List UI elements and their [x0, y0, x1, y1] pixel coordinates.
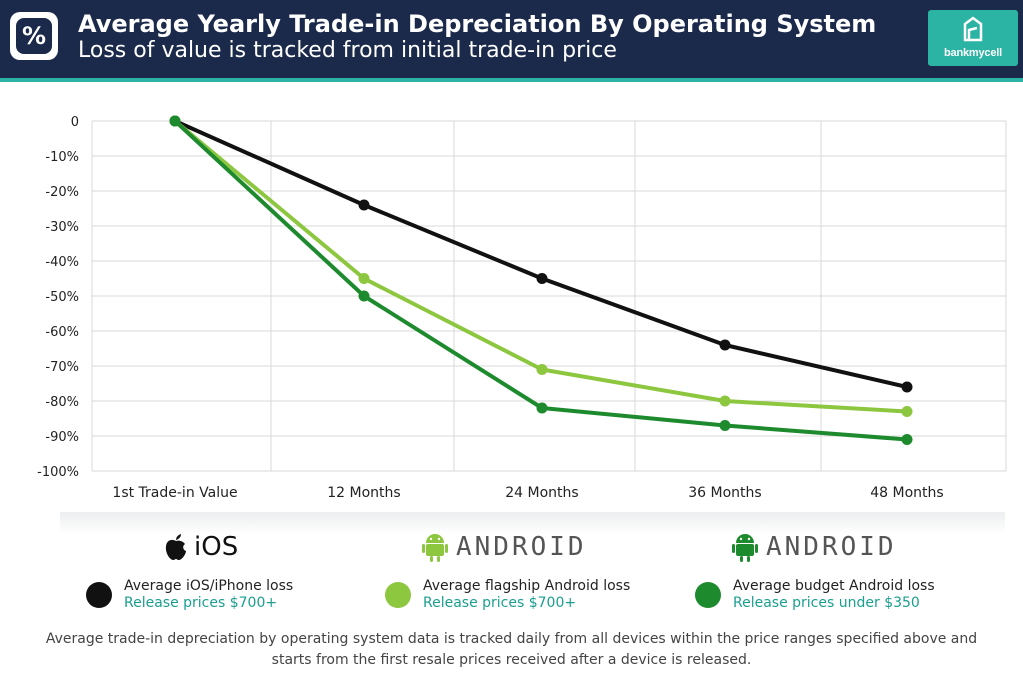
y-tick-label: -10%: [45, 150, 79, 165]
legend-dot: [695, 582, 721, 608]
data-point-series-1: [358, 199, 370, 211]
y-tick-label: -90%: [45, 430, 79, 445]
y-tick-label: -30%: [45, 220, 79, 235]
data-point-series-1: [719, 339, 731, 351]
series-line-1: [173, 119, 909, 389]
brand-name: bankmycell: [944, 47, 1002, 59]
platform-android-budget: ANDROID: [732, 530, 897, 564]
data-point-series-2: [358, 273, 370, 284]
data-point-series-3: [169, 115, 181, 127]
legend-dot: [86, 582, 112, 608]
y-tick-label: 0: [71, 115, 79, 130]
brand-logo: bankmycell: [928, 10, 1018, 66]
legend-label: Average iOS/iPhone loss: [124, 578, 294, 594]
x-tick-label: 1st Trade-in Value: [112, 485, 237, 501]
data-point-series-3: [358, 290, 370, 302]
platform-ios: iOS: [164, 530, 238, 564]
legend-sublabel: Release prices under $350: [733, 595, 920, 611]
data-point-series-1: [536, 273, 548, 284]
data-point-series-2: [536, 364, 548, 375]
x-tick-label: 24 Months: [505, 485, 578, 501]
platform-android-flagship-label: ANDROID: [456, 532, 587, 562]
legend-label: Average budget Android loss: [733, 578, 935, 594]
page-title: Average Yearly Trade-in Depreciation By …: [78, 10, 877, 38]
platform-ios-label: iOS: [194, 532, 239, 562]
y-tick-label: -80%: [45, 395, 79, 410]
platform-android-budget-label: ANDROID: [766, 532, 897, 562]
y-tick-label: -50%: [45, 290, 79, 305]
header-accent-stripe: [0, 78, 1023, 82]
header-bar: % Average Yearly Trade-in Depreciation B…: [0, 0, 1023, 78]
y-tick-label: -20%: [45, 185, 79, 200]
data-point-series-1: [901, 381, 913, 393]
x-tick-label: 48 Months: [870, 485, 943, 501]
apple-icon: [165, 534, 186, 560]
legend-label: Average flagship Android loss: [423, 578, 631, 594]
data-point-series-3: [536, 402, 548, 414]
y-tick-label: -40%: [45, 255, 79, 270]
x-tick-label: 12 Months: [327, 485, 400, 501]
y-tick-label: -70%: [45, 360, 79, 375]
depreciation-line-chart: 0 -10% -20% -30% -40% -50% -60% -70% -80% -90% -10…: [37, 115, 1007, 501]
legend-dot: [385, 582, 411, 608]
x-tick-label: 36 Months: [688, 485, 761, 501]
legend-shadow-band: [60, 512, 1005, 534]
platform-android-flagship: ANDROID: [422, 530, 587, 564]
footnote: Average trade-in depreciation by operati…: [45, 631, 978, 668]
brand-mark-icon: [963, 16, 983, 42]
data-point-series-3: [901, 434, 913, 445]
data-point-series-3: [719, 420, 731, 431]
data-point-series-2: [719, 395, 731, 407]
y-tick-label: -100%: [37, 465, 79, 480]
android-robot-icon: [422, 534, 448, 562]
page-subtitle: Loss of value is tracked from initial tr…: [78, 38, 617, 63]
y-tick-label: -60%: [45, 325, 79, 340]
data-point-series-2: [901, 406, 913, 417]
legend-sublabel: Release prices $700+: [423, 595, 577, 611]
percent-icon: %: [10, 12, 58, 60]
android-robot-icon: [732, 534, 758, 562]
legend-sublabel: Release prices $700+: [124, 595, 278, 611]
